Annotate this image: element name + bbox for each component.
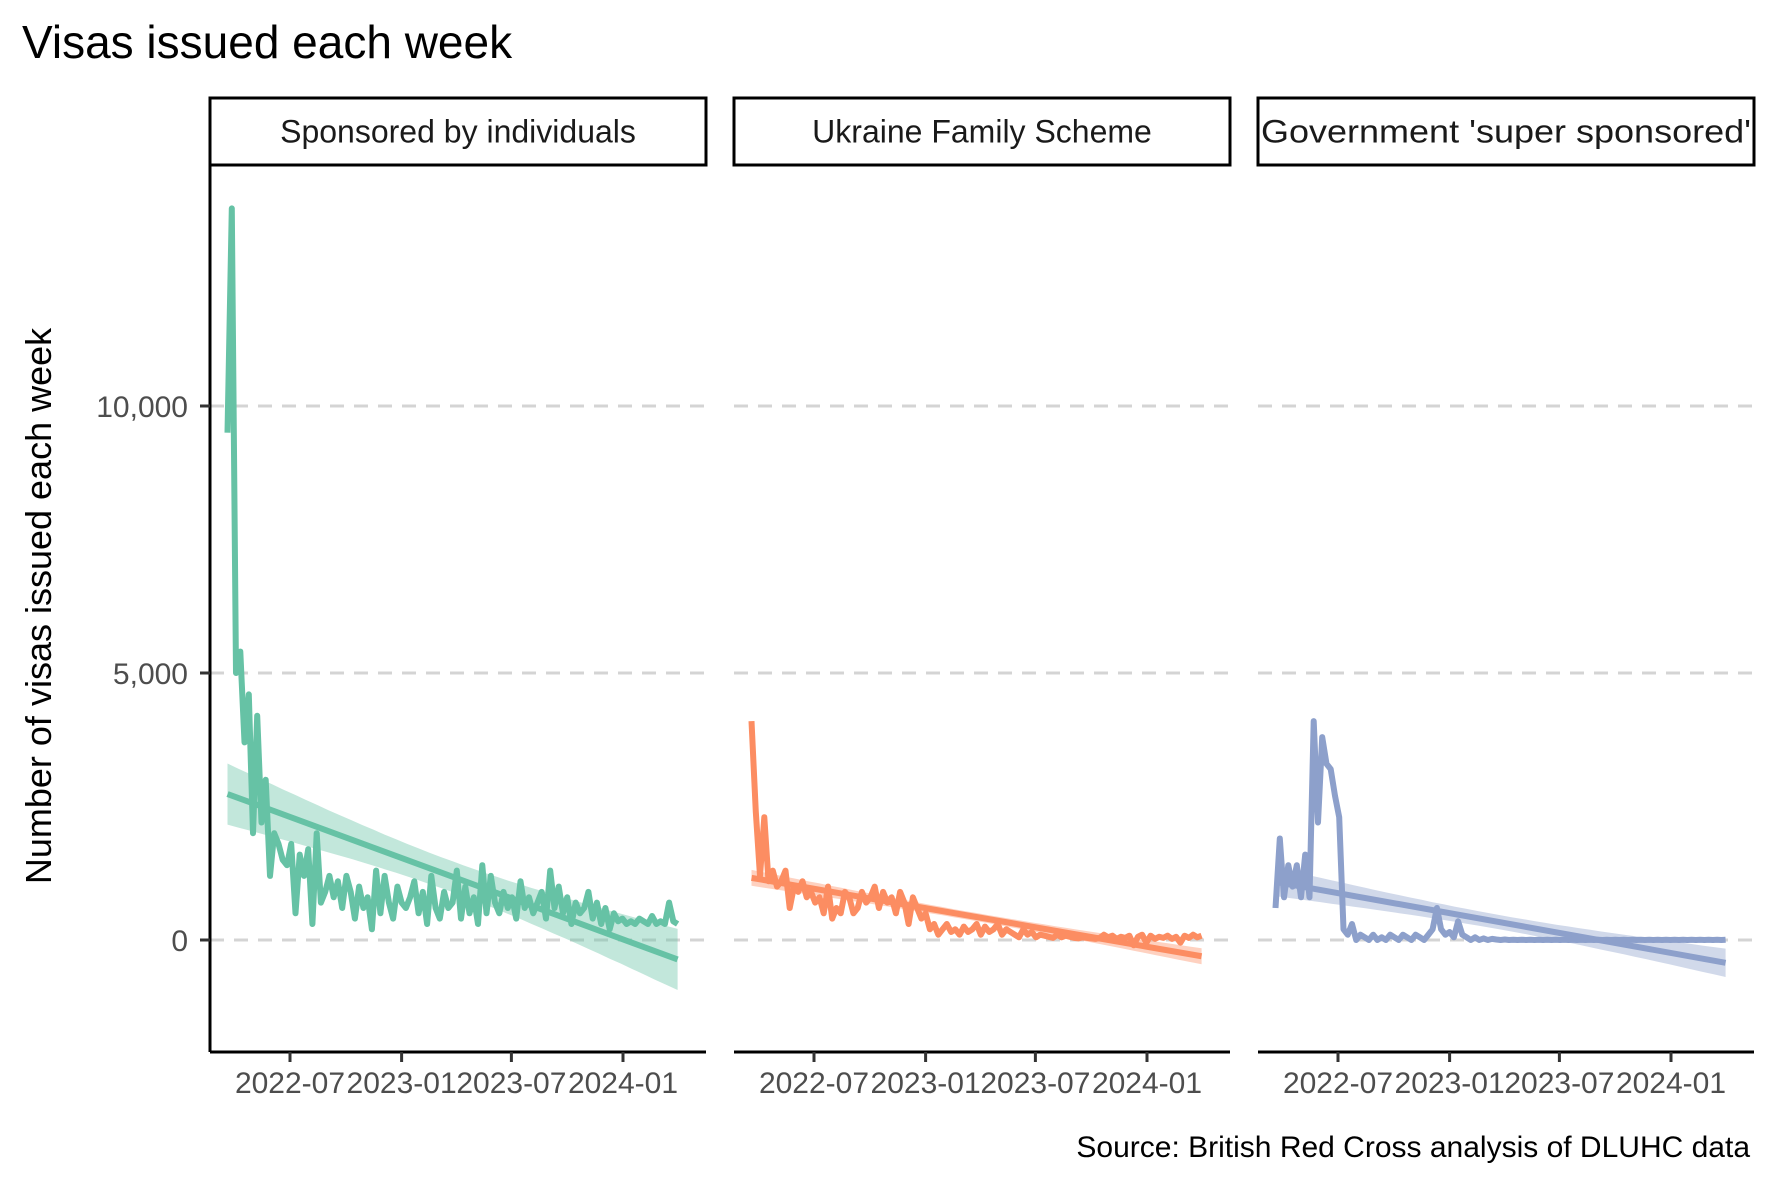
chart-title: Visas issued each week — [22, 16, 513, 68]
series-line-3 — [1272, 718, 1726, 943]
facet-strip-label-2: Ukraine Family Scheme — [812, 114, 1152, 150]
trend-line-3 — [1274, 878, 1727, 966]
facet-strip-label-1: Sponsored by individuals — [280, 114, 636, 150]
facet-strip-label-3: Government 'super sponsored' — [1261, 114, 1751, 150]
series-line-2 — [748, 720, 1203, 949]
x-tick-label-1-3: 2023-07 — [456, 1067, 566, 1100]
y-tick-label-3: 10,000 — [96, 391, 188, 424]
y-tick-label-1: 0 — [171, 925, 188, 958]
series-layer — [224, 205, 1726, 949]
strip-layer: Sponsored by individuals Ukraine Family S… — [208, 96, 1756, 167]
facet-strip-3 — [1256, 96, 1756, 167]
x-tick-label-2-4: 2024-01 — [1092, 1067, 1202, 1100]
x-tick-label-2-2: 2023-01 — [871, 1067, 981, 1100]
x-tick-label-3-4: 2024-01 — [1616, 1067, 1726, 1100]
x-tick-label-2-1: 2022-07 — [759, 1067, 869, 1100]
x-tick-label-1-1: 2022-07 — [235, 1067, 345, 1100]
y-tick-label-2: 5,000 — [113, 658, 188, 691]
facet-strip-2 — [732, 96, 1232, 167]
trend-line-1 — [226, 791, 679, 963]
x-tick-label-1-4: 2024-01 — [568, 1067, 678, 1100]
y-axis-label: Number of visas issued each week — [18, 327, 59, 884]
axis-layer: 2022-07 2023-01 2023-07 2024-01 2022-07 2023-… — [96, 165, 1754, 1100]
x-tick-label-3-3: 2023-07 — [1504, 1067, 1614, 1100]
x-tick-label-1-2: 2023-01 — [347, 1067, 457, 1100]
chart-caption: Source: British Red Cross analysis of DL… — [1076, 1131, 1750, 1164]
grid-layer — [210, 404, 1754, 942]
x-tick-label-3-2: 2023-01 — [1395, 1067, 1505, 1100]
x-tick-label-3-1: 2022-07 — [1283, 1067, 1393, 1100]
series-line-1 — [224, 205, 680, 933]
facet-strip-1 — [208, 96, 708, 167]
x-tick-label-2-3: 2023-07 — [980, 1067, 1090, 1100]
